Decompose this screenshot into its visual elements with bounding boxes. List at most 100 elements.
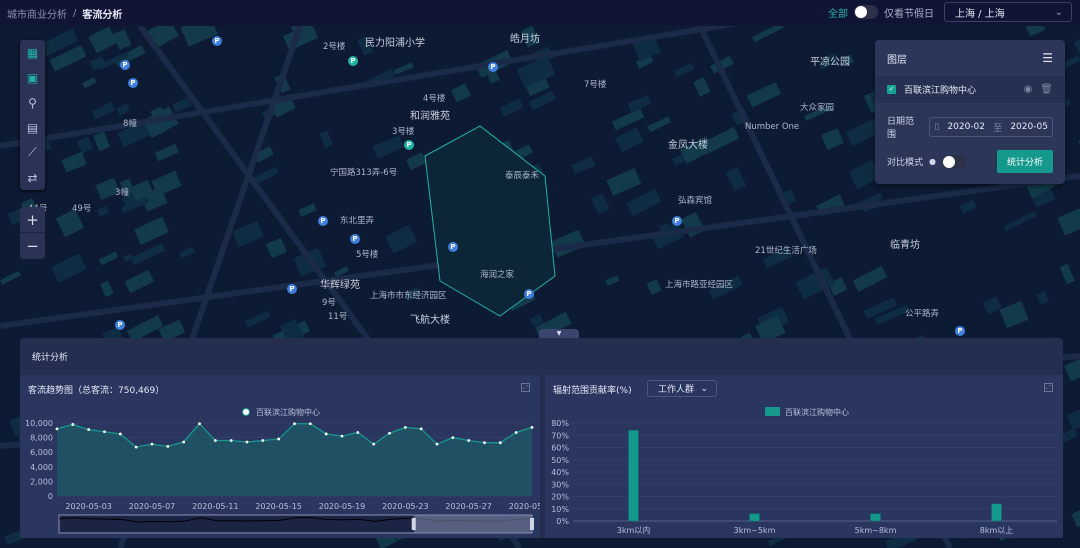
building [647,116,672,133]
data-point [483,441,486,445]
x-tick-label: 2020-05-03 [65,502,112,511]
parking-pin-icon[interactable]: P [287,284,297,294]
building [752,26,784,43]
shop-icon[interactable]: ▣ [26,70,39,85]
layer-checkbox[interactable]: ✓ [887,85,896,94]
building [842,53,855,66]
parking-pin-icon[interactable]: P [955,326,965,336]
data-zoom-window [413,515,532,533]
panel-title: 统计分析 [32,353,69,363]
building [89,56,106,71]
breadcrumb-current: 客流分析 [82,9,123,21]
building [97,51,129,70]
map-label: 公平路弄 [905,309,940,319]
building [708,275,743,300]
date-from[interactable]: 2020-02 [947,122,986,132]
building [852,265,888,293]
y-tick-label: 10% [551,505,569,514]
building [874,305,910,325]
parking-pin-icon[interactable]: P [488,62,498,72]
building [55,209,85,238]
parking-pin-icon[interactable]: P [212,36,222,46]
y-tick-label: 0 [48,492,53,501]
parking-pin-icon[interactable]: P [448,242,458,252]
building [1073,28,1080,55]
chevron-down-icon: ⌄ [1054,6,1063,18]
x-tick-label: 2020-05-31 [509,502,540,511]
legend-marker [765,407,780,416]
map-label: 临青坊 [890,240,920,251]
menu-icon[interactable]: ☰ [1042,51,1053,65]
building [1059,263,1075,285]
expand-icon[interactable]: ⤢ [1044,383,1053,392]
building [61,151,87,173]
parking-pin-icon[interactable]: P [348,56,358,66]
data-point [435,442,439,446]
building [154,143,179,162]
map-label: 2号楼 [323,42,346,52]
data-point [198,422,201,426]
building [112,29,132,51]
building [93,131,111,152]
all-label[interactable]: 全部 [828,8,848,20]
data-point [403,425,407,429]
calendar-icon: ▯ [934,122,940,132]
search-icon[interactable]: ⚲ [28,95,37,110]
chart-title: 客流趋势图（总客流：750,469） [28,386,165,396]
parking-pin-icon[interactable]: P [318,216,328,226]
parking-pin-icon[interactable]: P [672,216,682,226]
zoom-in-button[interactable]: + [20,207,45,233]
swap-icon[interactable]: ⇄ [27,170,38,185]
building [848,159,882,190]
building [117,120,151,148]
parking-pin-icon[interactable]: P [128,78,138,88]
data-point [324,432,328,436]
parking-pin-icon[interactable]: P [524,289,534,299]
parking-pin-icon[interactable]: P [404,140,414,150]
building [40,28,79,57]
ruler-icon[interactable]: ⟋ [28,145,37,159]
building [119,178,136,197]
building [606,167,642,196]
building [0,270,21,285]
building [406,152,427,171]
collapse-button[interactable]: ▼ [539,329,579,338]
date-range-picker[interactable]: ▯ 2020-02 至 2020-05 [929,117,1053,137]
city-select[interactable]: 上海 / 上海 ⌄ [944,2,1072,22]
y-tick-label: 10,000 [25,419,53,428]
building [1003,211,1037,231]
trash-icon[interactable]: 🗑 [1040,84,1053,95]
map-label: 金凤大楼 [668,140,708,151]
data-zoom-handle [411,518,416,530]
building [693,77,711,97]
compare-mode-toggle[interactable] [942,154,966,169]
map-label: 11号 [328,312,348,322]
y-tick-label: 20% [551,493,569,502]
building [319,130,333,148]
building [151,170,182,197]
data-point [451,436,455,439]
building [499,98,524,117]
parking-pin-icon[interactable]: P [120,60,130,70]
building-icon[interactable]: ▦ [26,45,39,60]
data-point [372,442,376,446]
comment-icon[interactable]: ▤ [26,120,39,135]
parking-pin-icon[interactable]: P [115,320,125,330]
stat-analysis-button[interactable]: 统计分析 [996,150,1053,173]
date-to[interactable]: 2020-05 [1010,122,1048,132]
breadcrumb-parent[interactable]: 城市商业分析 [7,9,67,21]
legend-label: 百联滨江购物中心 [785,407,849,417]
holiday-toggle[interactable] [854,5,878,19]
map-label: 泰辰泰禾 [505,171,540,181]
bar [991,503,1002,522]
eye-icon[interactable]: ◉ [1023,84,1033,95]
expand-icon[interactable]: ⤢ [521,383,530,392]
crowd-type-select[interactable]: 工作人群 ⌄ [647,380,717,397]
data-point [498,441,502,445]
y-tick-label: 40% [551,468,569,477]
y-tick-label: 8,000 [30,434,53,443]
radiation-bar-chart: 百联滨江购物中心 0% 10% 20% 30% 40% 50% 60% 70% 80% 3km以内 3… [551,407,1057,535]
parking-pin-icon[interactable]: P [350,234,360,244]
zoom-out-button[interactable]: − [26,237,39,255]
x-tick-label: 2020-05-11 [192,502,239,511]
